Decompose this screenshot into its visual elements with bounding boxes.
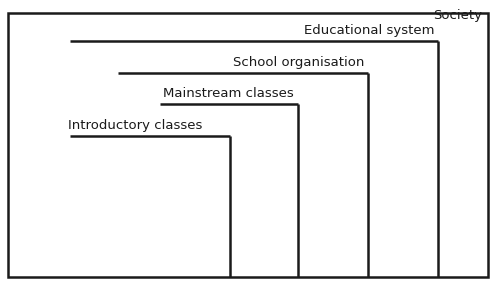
Text: Educational system: Educational system: [304, 24, 434, 37]
Text: Mainstream classes: Mainstream classes: [163, 87, 294, 100]
Text: School organisation: School organisation: [232, 56, 364, 69]
Text: Introductory classes: Introductory classes: [68, 119, 202, 132]
Text: Society: Society: [434, 9, 482, 21]
